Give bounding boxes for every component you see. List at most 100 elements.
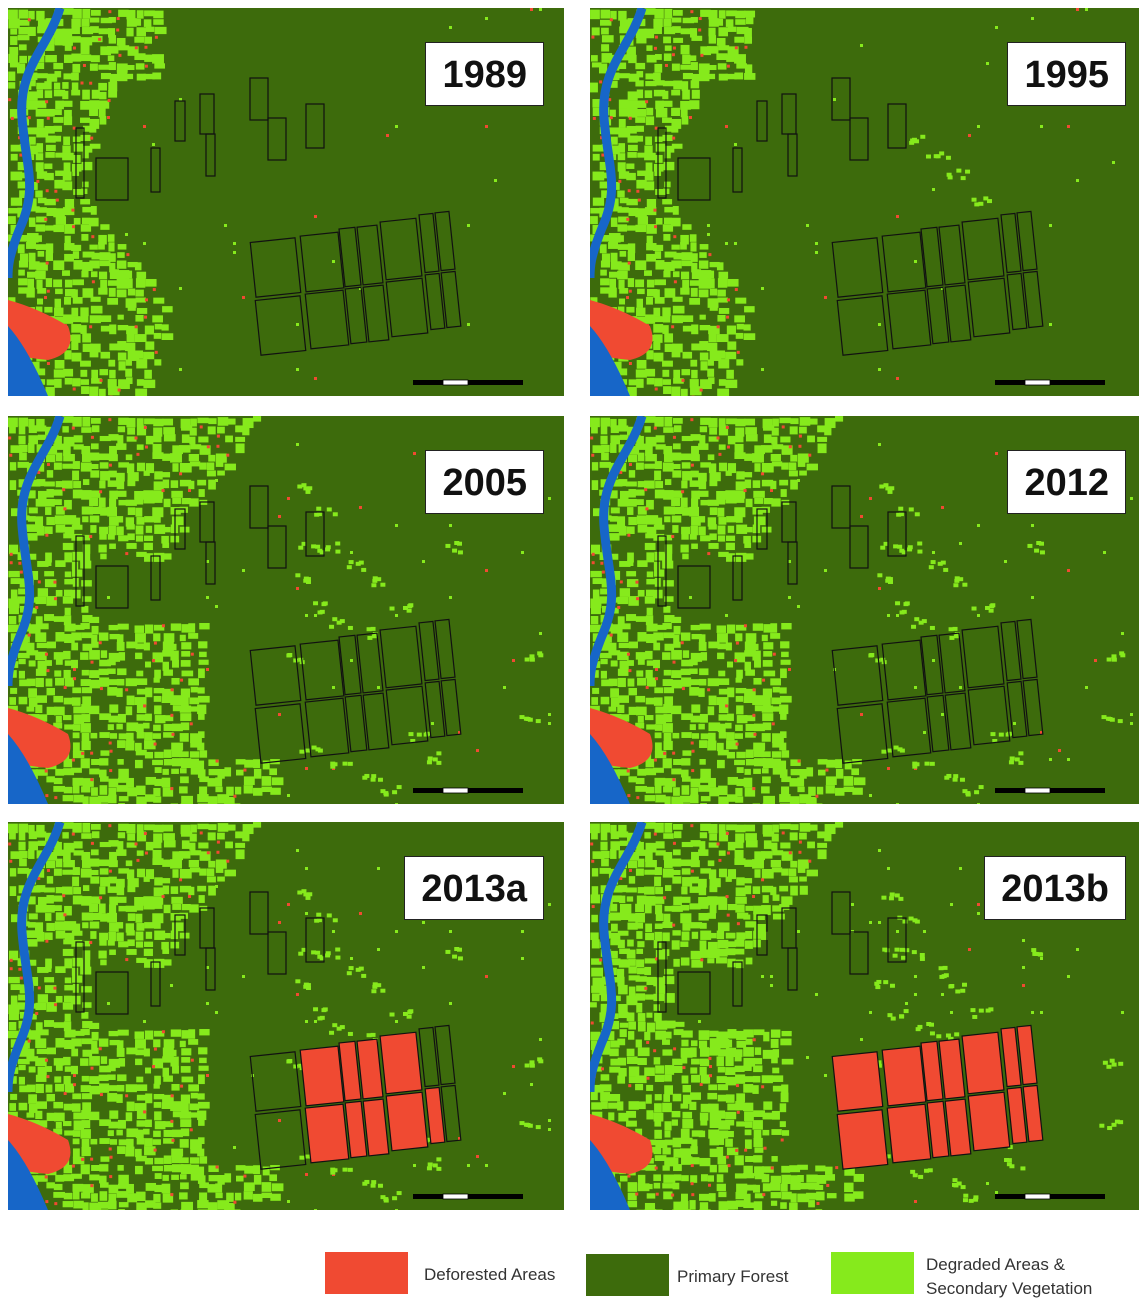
plot-outline [267, 525, 287, 569]
plot-outline [338, 1040, 362, 1102]
plot-outline [362, 692, 390, 751]
plot-outline [849, 931, 869, 975]
plot-outline [732, 555, 743, 601]
plot-outline [920, 634, 944, 696]
plot-outline [926, 1100, 950, 1159]
map-panel-2013b: 2013b [590, 822, 1139, 1210]
plot-outline [886, 697, 932, 758]
cleared-block [425, 1087, 445, 1144]
deforested-patch [8, 708, 71, 768]
plot-outline [267, 931, 287, 975]
legend-swatch-deforested [325, 1252, 408, 1294]
plot-outline [831, 891, 851, 935]
deforested-patch [590, 1114, 653, 1174]
plot-outline [379, 625, 423, 689]
cleared-block [363, 1099, 389, 1156]
plot-outline [1006, 272, 1028, 331]
plot-outline [657, 941, 667, 1013]
plot-outline [831, 1051, 884, 1112]
deforested-patch [8, 300, 71, 360]
cleared-block [357, 1039, 383, 1099]
plot-outline [75, 535, 85, 607]
plot-outline [356, 1038, 384, 1100]
plot-outline [1016, 1024, 1038, 1086]
river [590, 8, 647, 279]
plot-outline [756, 914, 768, 956]
scale-bar [995, 1193, 1105, 1200]
plot-outline [304, 697, 350, 758]
plot-outline [1022, 270, 1044, 329]
plot-outline [379, 1031, 423, 1095]
plot-outline [961, 625, 1005, 689]
plot-outline [1006, 680, 1028, 739]
plot-outline [787, 133, 798, 177]
plot-outline [881, 639, 927, 701]
plot-outline [787, 947, 798, 991]
plot-outline [362, 1098, 390, 1157]
plot-outline [961, 217, 1005, 281]
plot-outline [249, 77, 269, 121]
plot-outline [434, 618, 456, 680]
year-label: 2012 [1007, 450, 1126, 514]
plot-outline [385, 685, 429, 746]
deforested-patch [8, 1114, 71, 1174]
plot-outline [249, 891, 269, 935]
plot-outline [831, 645, 884, 706]
plot-outline [362, 284, 390, 343]
plot-outline [881, 231, 927, 293]
degraded-vegetation-layer [590, 8, 1115, 396]
river-lower [590, 1140, 630, 1210]
plot-outline [338, 634, 362, 696]
plot-outline [920, 226, 944, 288]
plot-outline [887, 511, 907, 557]
river-lower [590, 734, 630, 804]
cleared-block [945, 1099, 971, 1156]
plot-outline [418, 1026, 440, 1088]
map-panel-1995: 1995 [590, 8, 1139, 396]
plot-outline [150, 961, 161, 1007]
cleared-block [832, 1051, 883, 1112]
plot-outline [254, 1109, 307, 1170]
year-label: 2005 [425, 450, 544, 514]
plot-outline [249, 237, 302, 298]
scale-bar [413, 1193, 523, 1200]
scale-bar [995, 787, 1105, 794]
plot-outline [1000, 1026, 1022, 1088]
plot-outline [356, 632, 384, 694]
cleared-block [962, 1032, 1004, 1094]
year-label: 1995 [1007, 42, 1126, 106]
plot-outline [926, 694, 950, 753]
map-panel-2012: 2012 [590, 416, 1139, 804]
plot-outline [961, 1031, 1005, 1095]
plot-outline [249, 645, 302, 706]
plot-outline [150, 555, 161, 601]
plot-outline [886, 289, 932, 350]
plot-outline [1000, 212, 1022, 274]
legend-label-primary-forest: Primary Forest [677, 1267, 789, 1286]
legend-label-degraded-line2: Secondary Vegetation [926, 1279, 1093, 1298]
plot-outline [304, 289, 350, 350]
plot-outline [787, 541, 798, 585]
river [8, 822, 65, 1093]
plot-outline [938, 224, 966, 286]
map-panel-1989: 1989 [8, 8, 564, 396]
plot-outline [205, 947, 216, 991]
cleared-block [339, 1041, 361, 1101]
plot-outline [881, 1045, 927, 1107]
deforested-patch [590, 708, 653, 768]
river-lower [590, 326, 630, 396]
plot-outline [836, 703, 889, 764]
plot-outline [174, 914, 186, 956]
plot-outline [938, 632, 966, 694]
map-panel-2005: 2005 [8, 416, 564, 804]
deforested-patch [590, 300, 653, 360]
cleared-block [386, 1092, 428, 1151]
plot-outline [657, 535, 667, 607]
plot-outline [205, 541, 216, 585]
river-lower [8, 326, 48, 396]
plot-outline [677, 565, 711, 609]
plot-outline [75, 127, 85, 199]
cleared-block [1023, 1085, 1043, 1142]
cleared-block [882, 1046, 926, 1106]
plot-outline [299, 1045, 345, 1107]
